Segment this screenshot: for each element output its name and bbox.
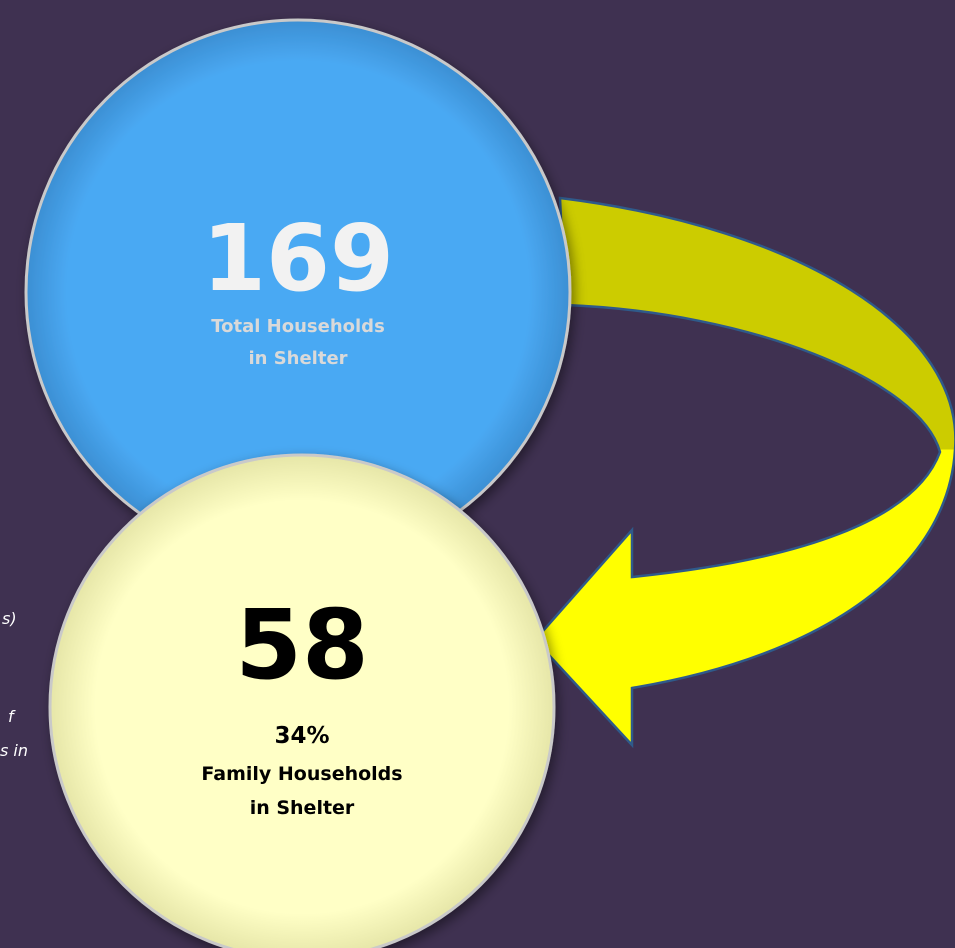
cropped-text: s in <box>0 741 28 760</box>
family-number: 58 <box>235 589 369 701</box>
total-label: Total Households <box>211 316 385 337</box>
family-label: in Shelter <box>250 797 355 819</box>
cropped-text: s) <box>2 609 17 628</box>
cropped-text: f <box>8 707 16 726</box>
family-label: Family Households <box>201 763 402 785</box>
curved-arrow <box>533 196 955 749</box>
family-percent: 34% <box>274 723 329 749</box>
family-circle <box>48 453 556 948</box>
total-label: in Shelter <box>248 348 347 369</box>
total-number: 169 <box>202 205 394 312</box>
